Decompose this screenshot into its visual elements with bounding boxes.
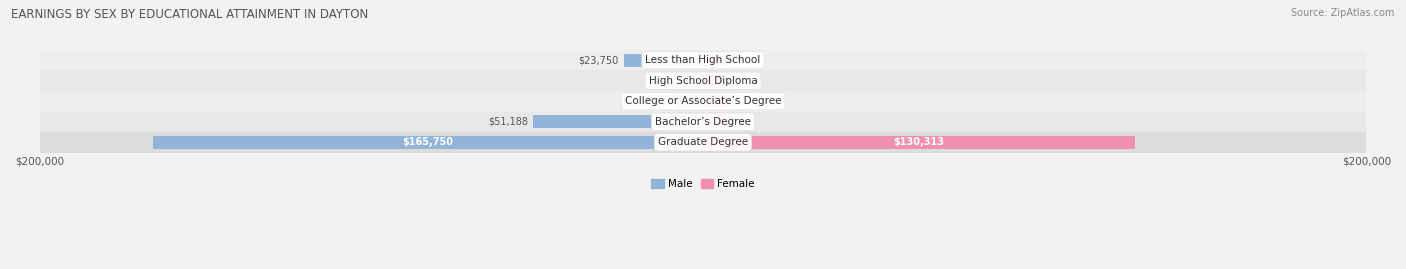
Text: $51,188: $51,188: [488, 117, 527, 127]
Text: College or Associate’s Degree: College or Associate’s Degree: [624, 96, 782, 106]
Text: Bachelor’s Degree: Bachelor’s Degree: [655, 117, 751, 127]
Bar: [39, 132, 1367, 153]
Text: $23,750: $23,750: [579, 55, 619, 65]
Bar: [703, 75, 730, 87]
Bar: [703, 54, 730, 67]
Text: Less than High School: Less than High School: [645, 55, 761, 65]
Bar: [676, 95, 703, 108]
Bar: [39, 112, 1367, 132]
Text: $0: $0: [659, 96, 671, 106]
Text: Graduate Degree: Graduate Degree: [658, 137, 748, 147]
Text: Source: ZipAtlas.com: Source: ZipAtlas.com: [1291, 8, 1395, 18]
Legend: Male, Female: Male, Female: [647, 175, 759, 193]
Bar: [39, 91, 1367, 112]
Bar: [676, 75, 703, 87]
Bar: [703, 136, 1135, 149]
Text: $0: $0: [735, 76, 747, 86]
Text: High School Diploma: High School Diploma: [648, 76, 758, 86]
Bar: [624, 54, 703, 67]
Text: $0: $0: [659, 76, 671, 86]
Text: $130,313: $130,313: [894, 137, 945, 147]
Text: $0: $0: [735, 96, 747, 106]
Bar: [39, 50, 1367, 70]
Text: $165,750: $165,750: [402, 137, 454, 147]
Bar: [39, 70, 1367, 91]
Bar: [703, 95, 730, 108]
Bar: [703, 115, 730, 128]
Text: $0: $0: [735, 117, 747, 127]
Text: $0: $0: [735, 55, 747, 65]
Bar: [153, 136, 703, 149]
Bar: [533, 115, 703, 128]
Text: EARNINGS BY SEX BY EDUCATIONAL ATTAINMENT IN DAYTON: EARNINGS BY SEX BY EDUCATIONAL ATTAINMEN…: [11, 8, 368, 21]
